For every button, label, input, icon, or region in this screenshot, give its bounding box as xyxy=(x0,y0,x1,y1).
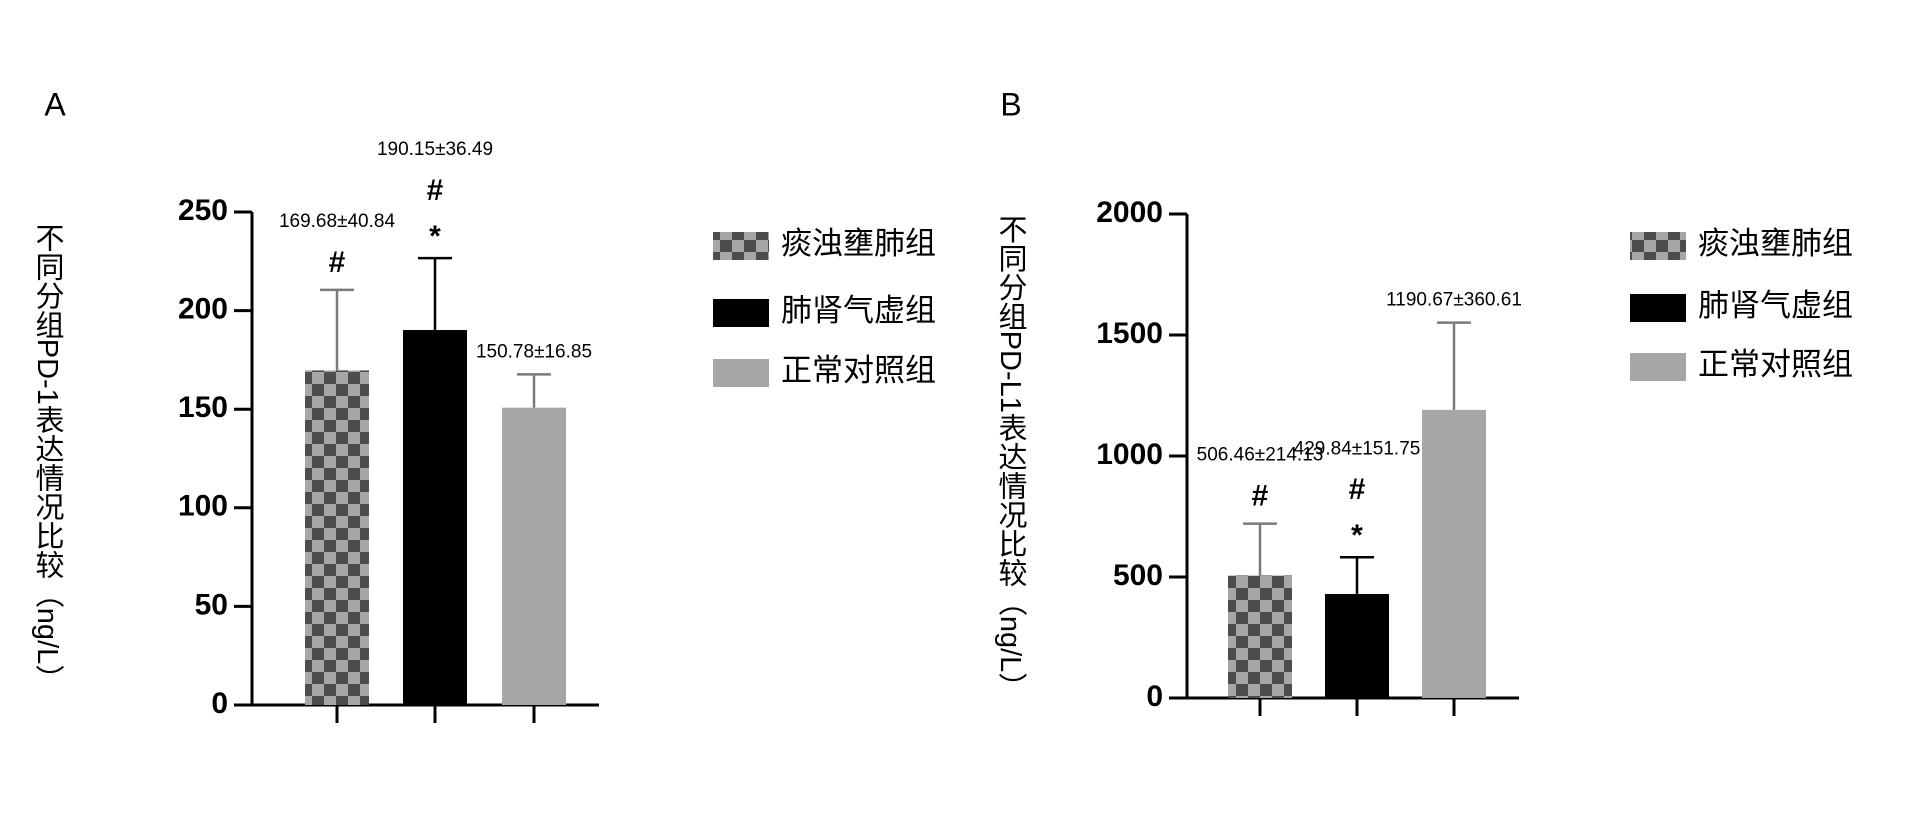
y-tick-label: 0 xyxy=(1146,680,1163,713)
value-label: 150.78±16.85 xyxy=(476,341,592,362)
significance-mark: # xyxy=(427,174,444,207)
y-tick-label: 50 xyxy=(195,588,228,621)
legend-label: 肺肾气虚组 xyxy=(1698,288,1853,323)
y-tick-label: 250 xyxy=(178,194,228,227)
y-tick-label: 500 xyxy=(1113,559,1163,592)
legend-label: 痰浊壅肺组 xyxy=(781,226,936,261)
y-tick-label: 200 xyxy=(178,293,228,326)
significance-mark: * xyxy=(429,220,441,253)
y-tick-label: 1500 xyxy=(1096,317,1163,350)
legend-swatch xyxy=(1630,232,1686,260)
legend-swatch xyxy=(713,299,769,327)
panel-label: A xyxy=(44,86,66,122)
legend-label: 痰浊壅肺组 xyxy=(1698,226,1853,261)
y-tick-label: 150 xyxy=(178,391,228,424)
y-axis-title: 不同分组PD-L1表达情况比较（ng/L） xyxy=(994,215,1028,702)
significance-mark: # xyxy=(1349,473,1366,506)
value-label: 429.84±151.75 xyxy=(1294,438,1421,459)
legend-label: 正常对照组 xyxy=(1698,347,1853,382)
significance-mark: * xyxy=(1351,519,1363,552)
value-label: 169.68±40.84 xyxy=(279,211,396,232)
y-tick-label: 100 xyxy=(178,490,228,523)
y-tick-label: 0 xyxy=(211,687,228,720)
bar xyxy=(1228,575,1292,698)
legend-label: 正常对照组 xyxy=(781,353,936,388)
panel-label: B xyxy=(1000,86,1021,122)
value-label: 1190.67±360.61 xyxy=(1386,290,1522,311)
value-label: 190.15±36.49 xyxy=(377,139,493,160)
bar xyxy=(1325,593,1389,698)
y-tick-label: 1000 xyxy=(1096,438,1163,471)
bar xyxy=(502,407,566,705)
legend-label: 肺肾气虚组 xyxy=(781,293,936,328)
y-tick-label: 2000 xyxy=(1096,196,1163,229)
legend-swatch xyxy=(713,359,769,387)
legend-swatch xyxy=(1630,353,1686,381)
y-axis-title: 不同分组PD-1表达情况比较（ng/L） xyxy=(31,223,65,694)
significance-mark: # xyxy=(1252,480,1269,513)
legend-swatch xyxy=(713,232,769,260)
value-label: 506.46±214.13 xyxy=(1197,445,1324,466)
legend-swatch xyxy=(1630,294,1686,322)
bar xyxy=(305,370,369,705)
bar xyxy=(1422,409,1486,698)
bar xyxy=(403,330,467,705)
significance-mark: # xyxy=(329,246,346,279)
